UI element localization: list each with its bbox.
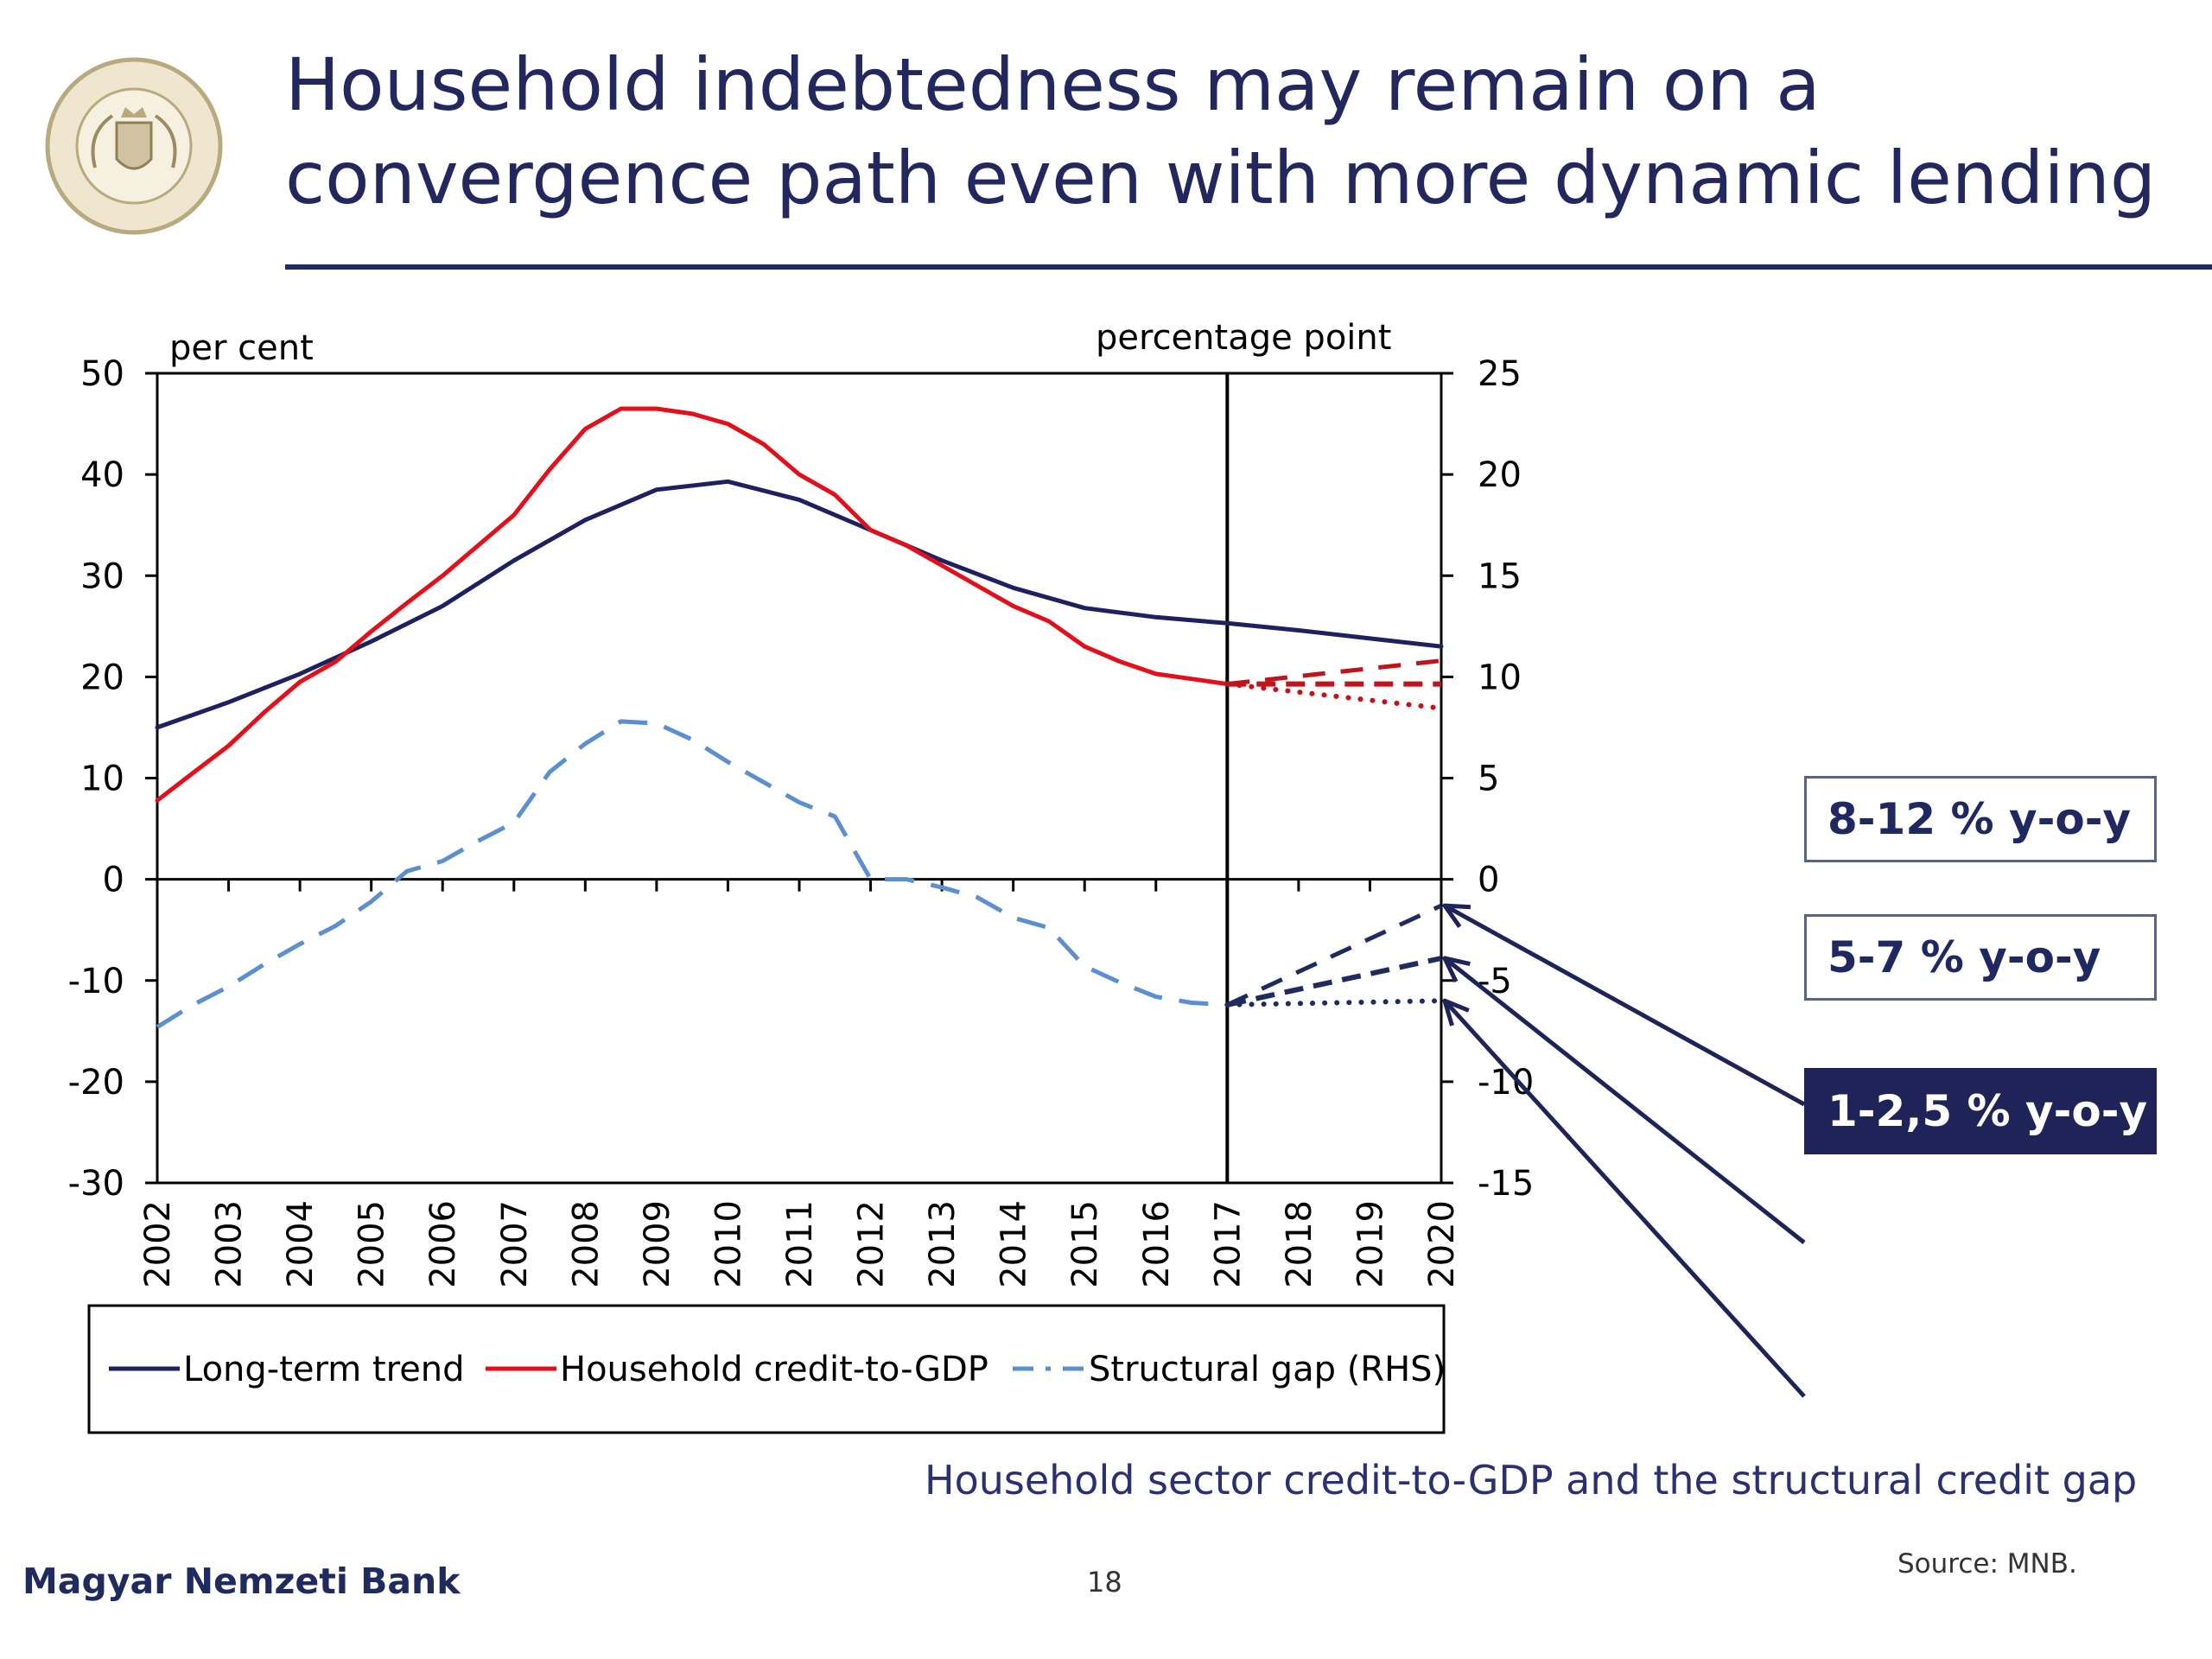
- series-structural-gap-line: [156, 719, 1228, 1029]
- legend-gap-label: Structural gap (RHS): [1089, 1350, 1446, 1389]
- legend-box: [87, 1304, 1446, 1434]
- x-tick-label: 2013: [923, 1200, 963, 1288]
- right-y-tick-label: 20: [1478, 455, 1522, 495]
- x-tick-label: 2010: [709, 1200, 748, 1288]
- callout-low-scenario: 1-2,5 % y-o-y: [1804, 1068, 2157, 1154]
- x-tick-label: 2002: [138, 1200, 178, 1288]
- callout-high-scenario: 8-12 % y-o-y: [1804, 776, 2157, 862]
- x-tick-label: 2009: [638, 1200, 677, 1288]
- callout-arrowhead-high: [1442, 903, 1471, 929]
- left-y-tick-label: -30: [68, 1164, 124, 1204]
- x-tick-label: 2011: [780, 1200, 820, 1288]
- callout-arrowhead-low: [1442, 998, 1470, 1027]
- x-tick-label: 2006: [423, 1200, 463, 1288]
- callout-mid-scenario: 5-7 % y-o-y: [1804, 914, 2157, 1001]
- source-note: Source: MNB.: [1897, 1548, 2077, 1580]
- forecast-credit-low-line: [1224, 681, 1444, 711]
- x-tick-label: 2008: [566, 1200, 606, 1288]
- left-axis-label: per cent: [169, 328, 314, 368]
- left-y-tick-label: 20: [80, 658, 124, 697]
- forecast-gap-low-line: [1224, 998, 1444, 1007]
- left-y-tick-label: 0: [103, 861, 124, 900]
- callout-arrow-mid: [1443, 957, 1806, 1244]
- callout-arrow-low: [1443, 999, 1806, 1398]
- plot-area: [156, 372, 1443, 1185]
- x-tick-label: 2018: [1280, 1200, 1319, 1288]
- title-rule: [285, 264, 2212, 270]
- right-y-tick-label: 25: [1478, 354, 1522, 394]
- left-y-tick-label: 50: [80, 354, 124, 394]
- callout-arrowhead-mid: [1442, 956, 1471, 983]
- right-y-tick-label: -5: [1478, 962, 1512, 1001]
- x-tick-label: 2015: [1065, 1200, 1105, 1288]
- x-tick-label: 2020: [1422, 1200, 1462, 1288]
- series-long-term-trend-line: [155, 479, 1444, 730]
- series-household-credit-line: [155, 406, 1230, 803]
- title-line-2: convergence path even with more dynamic …: [285, 136, 2157, 220]
- x-tick-label: 2019: [1351, 1200, 1390, 1288]
- right-y-tick-label: 15: [1478, 556, 1522, 596]
- x-tick-label: 2007: [495, 1200, 535, 1288]
- x-tick-label: 2005: [353, 1200, 392, 1288]
- legend-trend-label: Long-term trend: [183, 1350, 465, 1389]
- right-y-tick-label: 5: [1478, 760, 1499, 799]
- slide-title: Household indebtedness may remain on a c…: [285, 38, 2186, 225]
- x-tick-label: 2017: [1208, 1200, 1248, 1288]
- x-tick-label: 2012: [852, 1200, 892, 1288]
- chart-caption: Household sector credit-to-GDP and the s…: [925, 1457, 2138, 1503]
- credit-chart: per cent percentage point Long-term tren…: [68, 318, 1806, 1434]
- forecast-credit-high-line: [1227, 658, 1442, 687]
- right-y-tick-label: 10: [1478, 658, 1522, 697]
- left-y-tick-label: 40: [80, 455, 124, 495]
- x-tick-label: 2004: [281, 1200, 321, 1288]
- forecast-gap-mid-line: [1226, 956, 1442, 1007]
- page-number: 18: [1087, 1566, 1122, 1599]
- x-tick-label: 2014: [995, 1200, 1034, 1288]
- mnb-logo: [45, 57, 223, 235]
- footer-bank-name: Magyar Nemzeti Bank: [22, 1560, 461, 1602]
- x-tick-label: 2016: [1137, 1200, 1177, 1288]
- left-y-tick-label: 10: [80, 760, 124, 799]
- callout-arrow-high: [1443, 903, 1806, 1107]
- left-y-tick-label: 30: [80, 556, 124, 596]
- right-axis-label: percentage point: [1096, 318, 1391, 358]
- right-y-tick-label: 0: [1478, 861, 1499, 900]
- left-y-tick-label: -10: [68, 962, 124, 1001]
- x-tick-label: 2003: [210, 1200, 250, 1288]
- legend-credit-label: Household credit-to-GDP: [560, 1350, 988, 1389]
- forecast-gap-high-line: [1226, 903, 1443, 1007]
- title-line-1: Household indebtedness may remain on a: [285, 42, 1821, 127]
- right-y-tick-label: -15: [1478, 1164, 1534, 1204]
- left-y-tick-label: -20: [68, 1063, 124, 1103]
